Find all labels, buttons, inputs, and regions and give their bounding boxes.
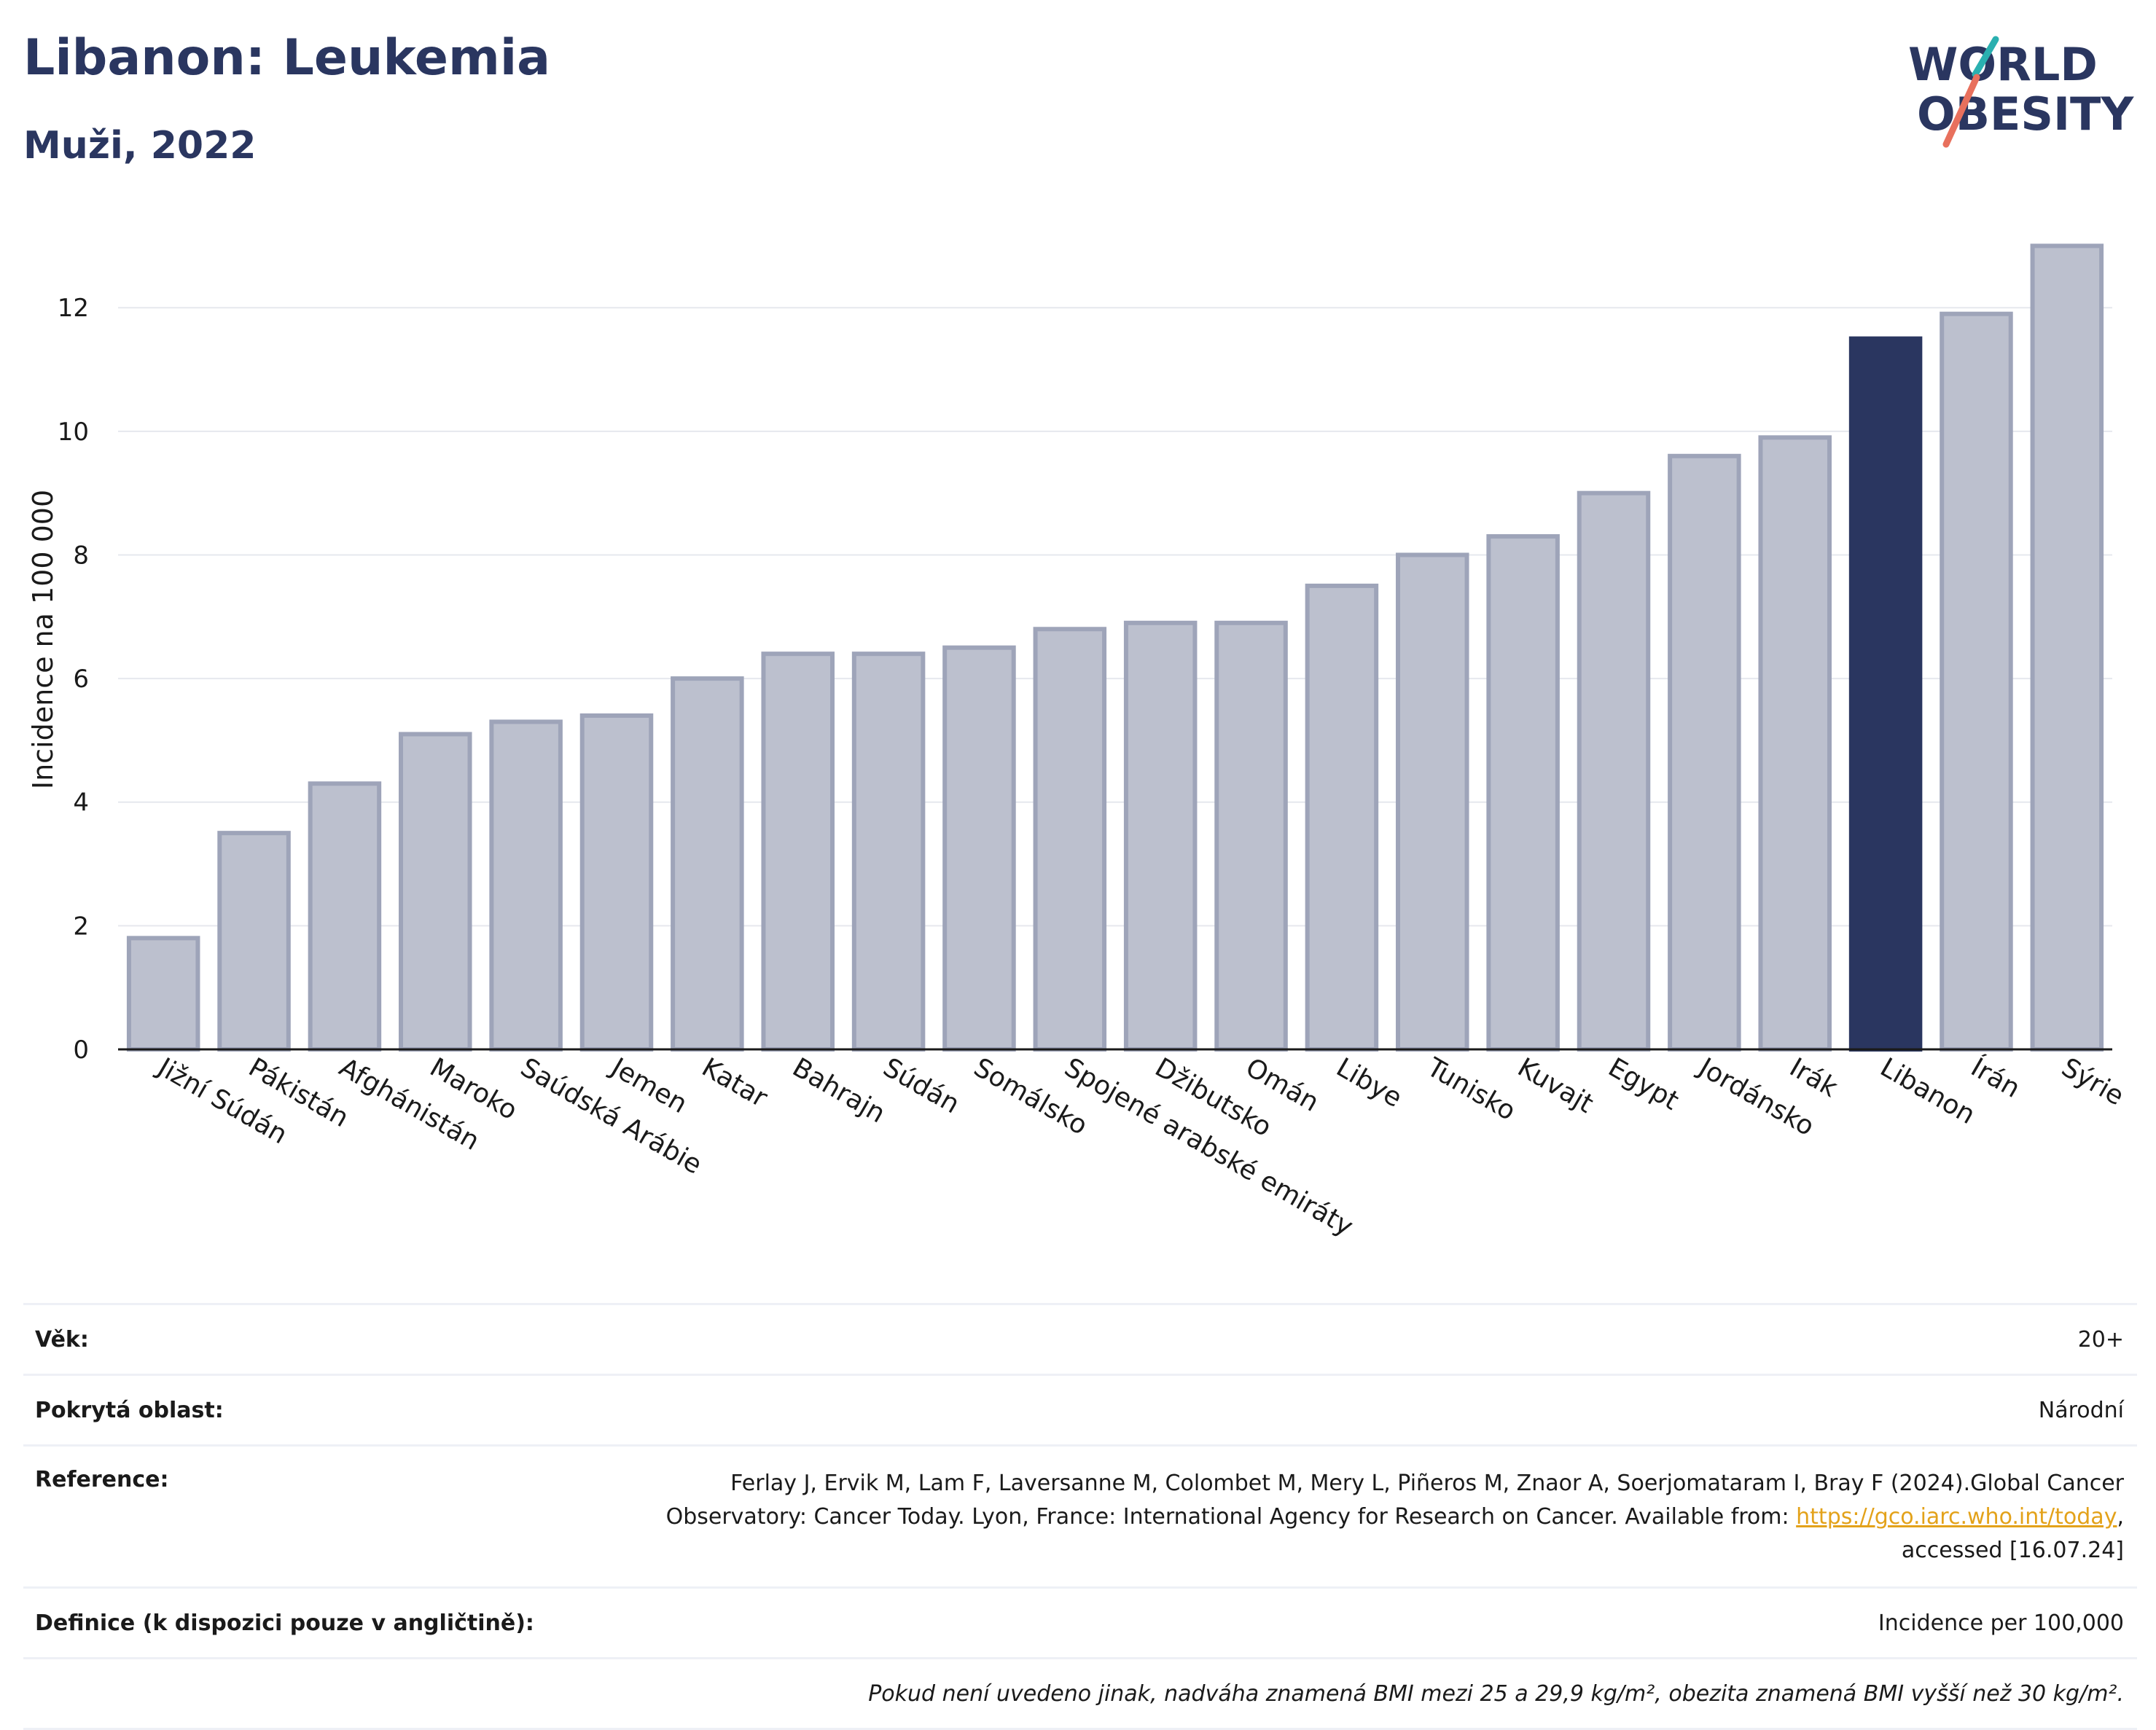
bar-Egypt[interactable] bbox=[1577, 490, 1651, 1052]
x-tick-label: Bahrajn bbox=[787, 1052, 890, 1129]
y-tick-label: 10 bbox=[58, 418, 89, 447]
bar-Afghánistán[interactable] bbox=[308, 781, 382, 1052]
logo-text-world: WORLD bbox=[1908, 38, 2098, 91]
page-subtitle: Muži, 2022 bbox=[23, 124, 257, 168]
bar-Jemen[interactable] bbox=[579, 713, 654, 1052]
bar-Saúdská Arábie[interactable] bbox=[489, 719, 563, 1052]
bar-Maroko[interactable] bbox=[399, 732, 472, 1052]
bar-Libye[interactable] bbox=[1305, 583, 1379, 1052]
bar-Jordánsko[interactable] bbox=[1668, 453, 1741, 1052]
x-tick-label: Sýrie bbox=[2056, 1052, 2128, 1111]
y-tick-label: 2 bbox=[73, 912, 89, 941]
bmi-note: Pokud není uvedeno jinak, nadváha znamen… bbox=[868, 1681, 2124, 1707]
bar-Súdán[interactable] bbox=[851, 651, 926, 1052]
reference-link[interactable]: https://gco.iarc.who.int/today bbox=[1796, 1504, 2117, 1530]
reference-label: Reference: bbox=[35, 1467, 169, 1492]
bar-Džibutsko[interactable] bbox=[1123, 620, 1198, 1052]
bar-Sýrie[interactable] bbox=[2030, 243, 2104, 1052]
info-row-reference: Reference: Ferlay J, Ervik M, Lam F, Lav… bbox=[23, 1444, 2137, 1586]
bar-Spojené arabské emiráty[interactable] bbox=[1033, 627, 1107, 1052]
info-row-age: Věk: 20+ bbox=[23, 1303, 2137, 1374]
bar-Omán[interactable] bbox=[1214, 620, 1288, 1052]
bar-Katar[interactable] bbox=[671, 676, 744, 1052]
reference-line-2: Observatory: Cancer Today. Lyon, France:… bbox=[665, 1504, 1797, 1530]
bar-Írán[interactable] bbox=[1940, 311, 2013, 1052]
y-tick-label: 4 bbox=[73, 788, 89, 818]
x-tick-label: Libye bbox=[1331, 1052, 1407, 1113]
x-tick-label: Libanon bbox=[1875, 1052, 1980, 1130]
y-axis-title: Incidence na 100 000 bbox=[27, 490, 59, 789]
x-tick-label: Írán bbox=[1966, 1052, 2026, 1104]
logo-slash-coral bbox=[1942, 74, 1980, 148]
y-tick-label: 6 bbox=[73, 665, 89, 694]
reference-line-3: accessed [16.07.24] bbox=[1901, 1538, 2124, 1563]
info-row-definition: Definice (k dispozici pouze v angličtině… bbox=[23, 1586, 2137, 1657]
reference-value: Ferlay J, Ervik M, Lam F, Laversanne M, … bbox=[666, 1467, 2124, 1567]
bar-Tunisko[interactable] bbox=[1396, 552, 1469, 1052]
y-tick-label: 8 bbox=[73, 541, 89, 570]
x-tick-label: Katar bbox=[697, 1052, 773, 1113]
bar-Bahrajn[interactable] bbox=[761, 651, 835, 1052]
x-tick-label: Tunisko bbox=[1421, 1052, 1520, 1127]
x-tick-label: Kuvajt bbox=[1512, 1052, 1598, 1119]
bar-Jižní Súdán[interactable] bbox=[126, 936, 200, 1052]
bar-Irák[interactable] bbox=[1758, 435, 1832, 1052]
area-value: Národní bbox=[2038, 1398, 2124, 1423]
bar-Somálsko[interactable] bbox=[942, 645, 1016, 1052]
y-tick-label: 0 bbox=[73, 1036, 89, 1065]
reference-line-1: Ferlay J, Ervik M, Lam F, Laversanne M, … bbox=[730, 1471, 2124, 1496]
age-value: 20+ bbox=[2077, 1327, 2124, 1353]
info-table: Věk: 20+ Pokrytá oblast: Národní Referen… bbox=[23, 1303, 2137, 1730]
y-tick-label: 12 bbox=[58, 294, 89, 323]
definition-value: Incidence per 100,000 bbox=[1878, 1610, 2124, 1636]
x-tick-label: Egypt bbox=[1604, 1052, 1684, 1116]
info-row-note: Pokud není uvedeno jinak, nadváha znamen… bbox=[23, 1657, 2137, 1730]
definition-label: Definice (k dispozici pouze v angličtině… bbox=[35, 1610, 534, 1636]
page-title: Libanon: Leukemia bbox=[23, 29, 551, 87]
area-label: Pokrytá oblast: bbox=[35, 1398, 224, 1423]
bars bbox=[126, 243, 2104, 1052]
info-row-area: Pokrytá oblast: Národní bbox=[23, 1374, 2137, 1444]
age-label: Věk: bbox=[35, 1327, 89, 1353]
logo-slash-teal bbox=[1972, 36, 1999, 78]
world-obesity-logo: WORLD OBESITY bbox=[1908, 36, 2134, 148]
x-tick-label: Súdán bbox=[878, 1052, 965, 1119]
bar-Pákistán[interactable] bbox=[217, 831, 291, 1052]
reference-line-2-end: , bbox=[2117, 1504, 2124, 1530]
x-tick-label: Irák bbox=[1784, 1052, 1843, 1103]
bar-Kuvajt[interactable] bbox=[1486, 534, 1560, 1052]
bar-Libanon[interactable] bbox=[1848, 336, 1923, 1052]
